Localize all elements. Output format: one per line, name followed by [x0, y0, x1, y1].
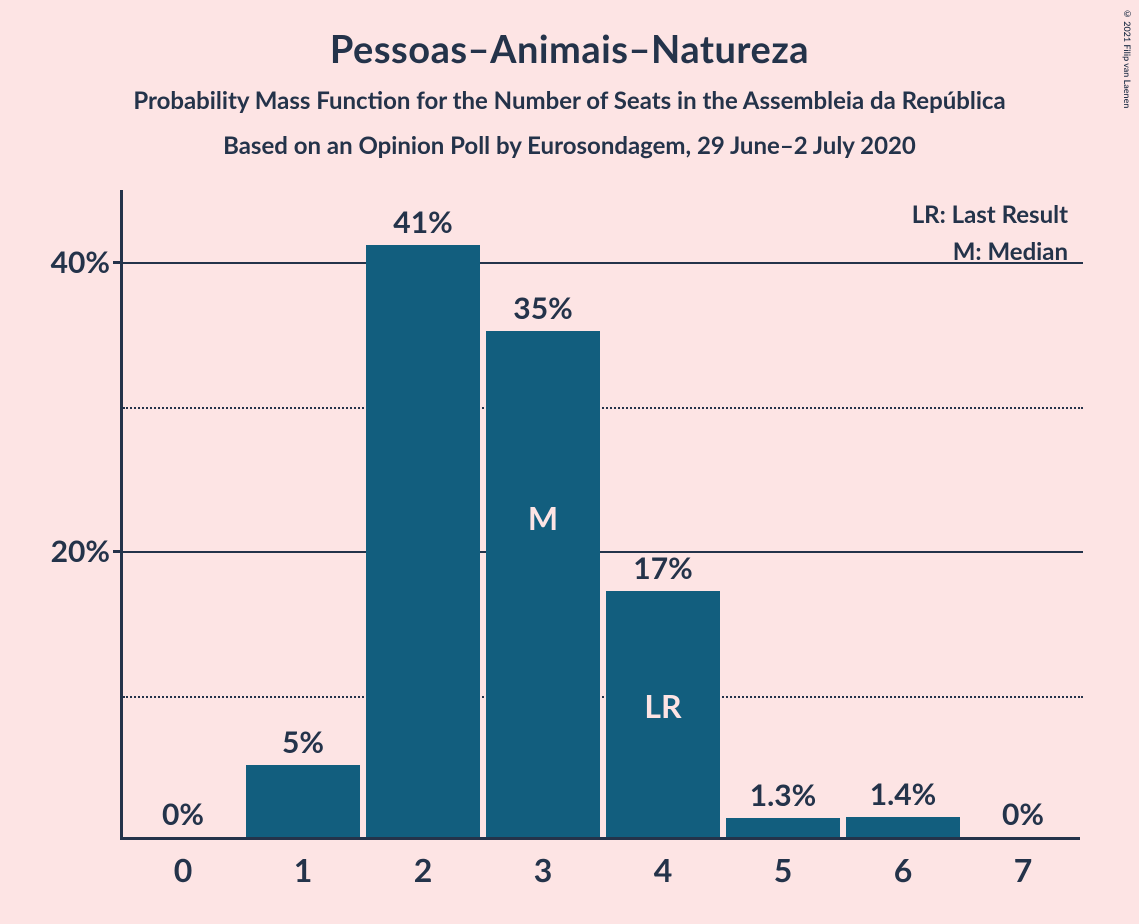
legend-lr: LR: Last Result	[912, 196, 1068, 233]
x-axis-label: 4	[654, 850, 673, 889]
bar: LR	[606, 591, 720, 837]
bar	[726, 818, 840, 837]
chart-subtitle-2: Based on an Opinion Poll by Eurosondagem…	[0, 131, 1139, 160]
median-marker: M	[528, 498, 558, 537]
legend-m: M: Median	[912, 233, 1068, 270]
gridline-minor	[123, 407, 1083, 409]
y-axis-label: 40%	[51, 244, 110, 280]
x-axis-label: 1	[294, 850, 313, 889]
last-result-marker: LR	[644, 686, 681, 725]
x-axis-label: 2	[414, 850, 433, 889]
x-axis-label: 5	[774, 850, 793, 889]
plot-area: LR: Last Result M: Median 20%40%0%05%141…	[120, 190, 1080, 840]
bar-value-label: 0%	[1002, 796, 1044, 832]
bar-value-label: 5%	[282, 724, 324, 760]
bar	[366, 245, 480, 837]
legend: LR: Last Result M: Median	[912, 196, 1068, 270]
y-axis-label: 20%	[51, 533, 110, 569]
x-axis-label: 3	[534, 850, 553, 889]
x-axis-label: 6	[894, 850, 913, 889]
bar	[846, 817, 960, 837]
bar	[246, 765, 360, 837]
gridline-major	[123, 262, 1083, 264]
bar-value-label: 17%	[633, 550, 692, 586]
pmf-bar-chart: LR: Last Result M: Median 20%40%0%05%141…	[120, 190, 1080, 840]
bar-value-label: 35%	[513, 290, 572, 326]
bar-value-label: 1.4%	[870, 776, 937, 812]
bar-value-label: 1.3%	[750, 777, 817, 813]
gridline-minor	[123, 696, 1083, 698]
y-tick-mark	[113, 261, 123, 264]
bar-value-label: 0%	[162, 796, 204, 832]
chart-subtitle: Probability Mass Function for the Number…	[0, 86, 1139, 115]
bar-value-label: 41%	[393, 204, 452, 240]
bar: M	[486, 331, 600, 837]
gridline-major	[123, 551, 1083, 553]
x-axis-label: 7	[1014, 850, 1033, 889]
x-axis-label: 0	[174, 850, 193, 889]
copyright-text: © 2021 Filip van Laenen	[1122, 8, 1133, 108]
chart-title: Pessoas–Animais–Natureza	[0, 0, 1139, 72]
y-tick-mark	[113, 550, 123, 553]
